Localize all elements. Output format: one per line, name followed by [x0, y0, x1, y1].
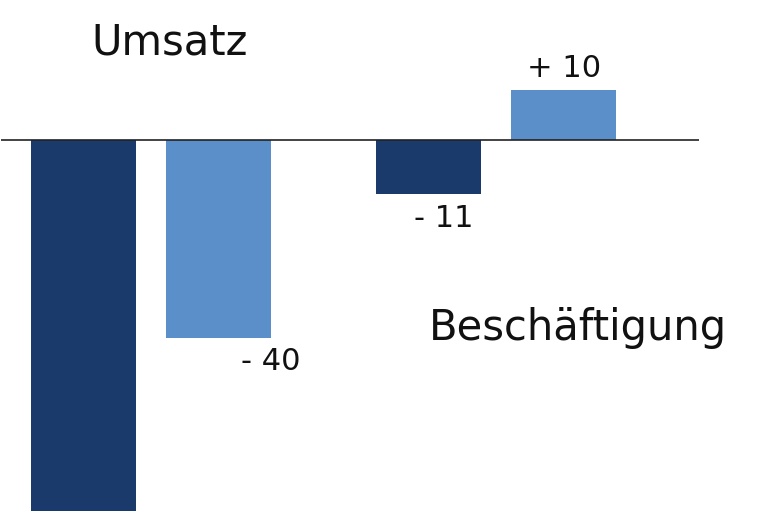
Text: Umsatz: Umsatz: [91, 21, 248, 63]
Text: + 10: + 10: [527, 54, 601, 83]
Text: - 11: - 11: [414, 204, 473, 233]
Text: Beschäftigung: Beschäftigung: [429, 307, 727, 349]
Bar: [376, 140, 482, 194]
Bar: [31, 140, 137, 512]
Bar: [167, 140, 271, 337]
Text: - 40: - 40: [241, 348, 301, 376]
Bar: [511, 91, 617, 140]
